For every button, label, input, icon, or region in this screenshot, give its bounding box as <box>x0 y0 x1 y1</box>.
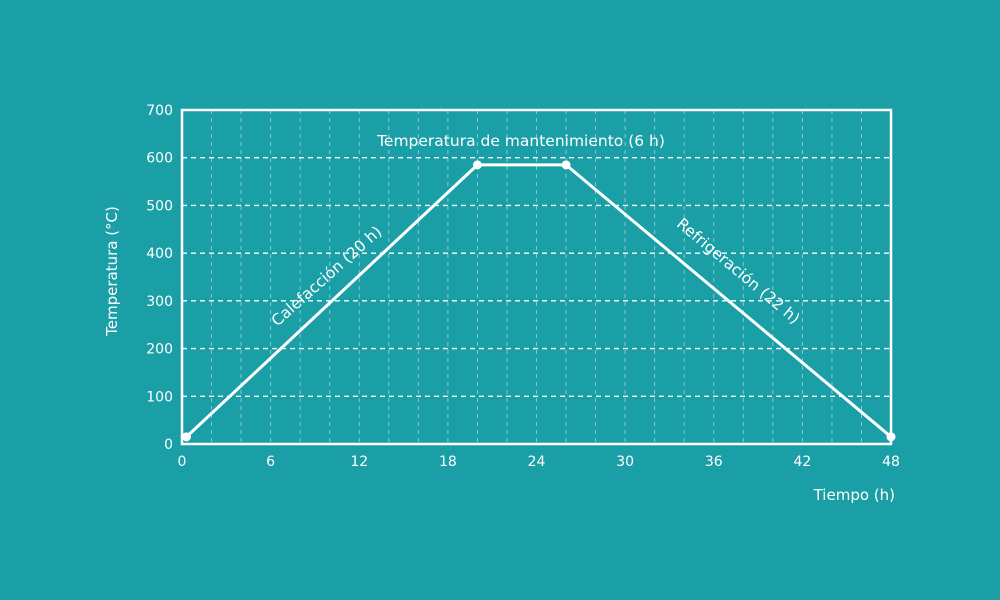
annotation-heating: Calefacción (20 h) <box>268 223 385 330</box>
y-tick-label: 600 <box>146 151 173 167</box>
annotation-hold-temperature: Temperatura de mantenimiento (6 h) <box>376 132 665 150</box>
x-tick-label: 0 <box>178 454 187 470</box>
temperature-line <box>185 163 892 438</box>
x-tick-label: 30 <box>616 454 634 470</box>
tick-labels: 0 6 12 18 24 30 36 42 48 0 100 200 300 400 500 600 700 <box>146 103 900 470</box>
y-tick-label: 500 <box>146 198 173 214</box>
plot-frame <box>180 108 893 446</box>
x-tick-label: 24 <box>528 454 546 470</box>
data-point <box>472 160 482 170</box>
data-point <box>561 160 571 170</box>
y-tick-label: 200 <box>146 342 173 358</box>
y-tick-label: 0 <box>164 437 173 453</box>
y-axis-title: Temperatura (°C) <box>103 206 121 337</box>
y-tick-label: 400 <box>146 246 173 262</box>
y-tick-label: 300 <box>146 294 173 310</box>
x-tick-label: 12 <box>350 454 368 470</box>
x-tick-label: 6 <box>266 454 275 470</box>
x-tick-label: 18 <box>439 454 457 470</box>
series <box>181 160 896 442</box>
x-axis-title: Tiempo (h) <box>813 486 895 504</box>
data-point <box>886 432 896 442</box>
data-point <box>181 432 191 442</box>
x-tick-label: 42 <box>793 454 811 470</box>
y-tick-label: 100 <box>146 389 173 405</box>
y-tick-label: 700 <box>146 103 173 119</box>
grid <box>182 110 891 444</box>
x-tick-label: 48 <box>882 454 900 470</box>
x-tick-label: 36 <box>705 454 723 470</box>
